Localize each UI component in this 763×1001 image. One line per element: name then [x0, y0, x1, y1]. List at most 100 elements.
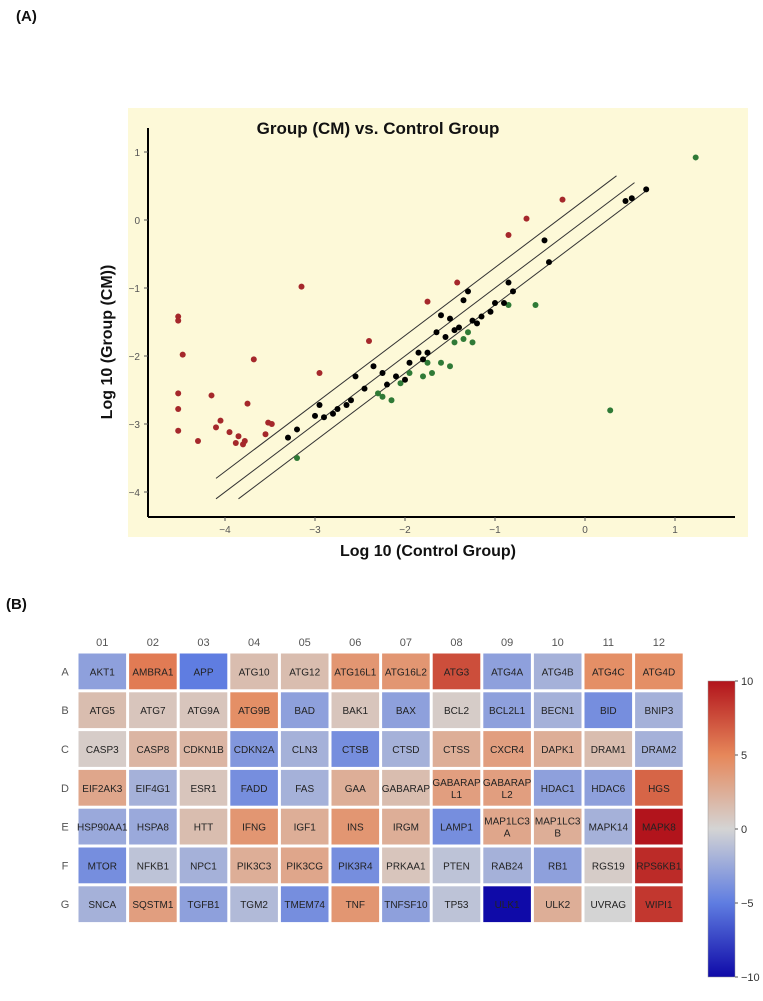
point-unchanged [343, 401, 350, 408]
point-upregulated [195, 438, 201, 444]
heatmap-cell [583, 885, 634, 924]
gene-label: AKT1 [90, 667, 115, 678]
gene-label: BCL2L1 [489, 706, 526, 717]
heatmap-cell [128, 846, 178, 885]
column-header: 11 [603, 637, 614, 649]
point-upregulated [213, 424, 219, 431]
point-upregulated [250, 356, 257, 363]
point-upregulated [366, 338, 372, 345]
gene-label: BECN1 [541, 706, 575, 717]
heatmap-cell [279, 885, 330, 924]
heatmap-cell [229, 807, 279, 846]
gene-label: PIK3R4 [338, 861, 373, 872]
point-unchanged [469, 317, 476, 324]
gene-label: ATG4C [592, 667, 625, 678]
gene-label: GABARAP [432, 778, 481, 789]
column-header: 01 [96, 637, 108, 649]
heatmap-cell [77, 768, 128, 807]
point-upregulated [175, 317, 182, 324]
heatmap-cell [128, 807, 178, 846]
gene-label: DRAM2 [641, 745, 676, 756]
heatmap-cell [178, 885, 229, 924]
row-header: E [61, 822, 68, 834]
heatmap-cell [482, 730, 532, 768]
gene-label: ATG3 [444, 667, 470, 678]
heatmap-cell [482, 885, 532, 924]
heatmap-cell [77, 691, 128, 730]
gene-label: CTSB [342, 745, 369, 756]
gene-label: EIF4G1 [136, 784, 171, 795]
gene-label: ULK2 [545, 900, 570, 911]
gene-label: PIK3CG [286, 861, 323, 872]
gene-label: TGFB1 [187, 900, 220, 911]
gene-label: ATG9A [187, 706, 219, 717]
heatmap-cell [482, 691, 532, 730]
fold-line-identity [215, 182, 635, 500]
x-tick-label: −1 [489, 525, 501, 536]
gene-label: ATG16L2 [385, 667, 427, 678]
colorbar-tick-label: −10 [741, 972, 760, 984]
heatmap-cell [128, 691, 178, 730]
gene-label: RPS6KB1 [636, 861, 681, 872]
heatmap-cell [77, 652, 128, 691]
fold-line-lower [238, 189, 649, 500]
gene-label: CDKN2A [234, 745, 275, 756]
gene-label: ATG7 [140, 706, 166, 717]
gene-label: BAD [294, 706, 315, 717]
point-unchanged [406, 359, 413, 366]
row-header: D [61, 783, 69, 795]
point-downregulated [424, 359, 431, 366]
heatmap-cell [532, 846, 583, 885]
panel-b-label: (B) [6, 596, 27, 613]
gene-label: NPC1 [190, 861, 217, 872]
point-unchanged [379, 370, 386, 376]
gene-label: L1 [451, 790, 463, 801]
x-tick-label: −3 [309, 525, 321, 536]
gene-label: HDAC6 [591, 784, 625, 795]
point-unchanged [492, 299, 498, 306]
gene-label: WIPI1 [645, 900, 673, 911]
heatmap-cell [279, 691, 330, 730]
point-unchanged [334, 406, 341, 413]
point-upregulated [316, 370, 323, 376]
y-tick-label: −4 [129, 488, 141, 499]
gene-label: ATG4A [491, 667, 523, 678]
column-header: 04 [248, 637, 260, 649]
point-upregulated [235, 433, 242, 440]
heatmap-cell [532, 730, 583, 768]
point-unchanged [393, 373, 399, 380]
fold-line-upper [215, 175, 617, 479]
gene-label: ESR1 [190, 784, 217, 795]
heatmap-cell [330, 846, 381, 885]
point-upregulated [268, 421, 275, 427]
point-upregulated [505, 231, 512, 238]
y-axis-title: Log 10 (Group (CM)) [99, 265, 116, 420]
point-unchanged [628, 195, 635, 202]
heatmap-cell [482, 652, 532, 691]
heatmap-cell [431, 807, 482, 846]
point-unchanged [541, 237, 548, 244]
heatmap-cell [128, 652, 178, 691]
panel-a-label: (A) [16, 8, 37, 25]
gene-label: MAPK14 [589, 823, 629, 834]
gene-label: NFKB1 [137, 861, 170, 872]
heatmap-cell [431, 652, 482, 691]
point-downregulated [406, 370, 413, 376]
gene-label: RAB24 [491, 861, 523, 872]
heatmap-cell [583, 807, 634, 846]
point-unchanged [622, 197, 629, 204]
gene-label: MAP1LC3 [535, 817, 581, 828]
colorbar-tick-label: 10 [741, 676, 753, 688]
heatmap-cell [279, 807, 330, 846]
point-unchanged [402, 376, 408, 383]
point-upregulated [298, 283, 305, 290]
colorbar [707, 680, 736, 978]
gene-label: ATG4B [542, 667, 574, 678]
point-downregulated [532, 302, 539, 308]
row-header: C [61, 744, 69, 756]
gene-label: TNFSF10 [384, 900, 428, 911]
gene-label: HSPA8 [137, 823, 169, 834]
point-upregulated [523, 215, 530, 222]
heatmap-cell [77, 730, 128, 768]
gene-label: HSP90AA1 [77, 823, 128, 834]
